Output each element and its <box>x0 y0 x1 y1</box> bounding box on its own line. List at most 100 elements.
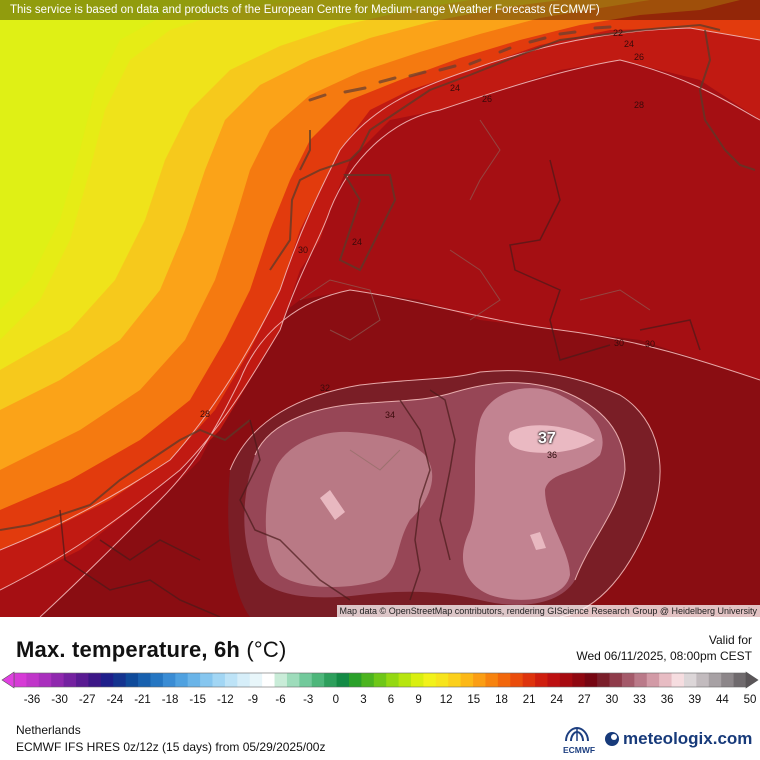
color-scale-cell <box>584 673 598 687</box>
color-scale-cell <box>336 673 350 687</box>
color-scale-cell <box>200 673 213 687</box>
color-scale-cell <box>423 673 437 687</box>
color-scale-cell <box>237 673 251 687</box>
meteologix-logo[interactable]: meteologix.com <box>604 729 752 749</box>
color-scale-tick-label: -18 <box>161 694 179 706</box>
map-attribution[interactable]: Map data © OpenStreetMap contributors, r… <box>336 605 760 617</box>
meteologix-icon <box>605 732 619 746</box>
color-scale-cell <box>621 673 635 687</box>
contour-label: 32 <box>320 383 331 393</box>
contour-label: 30 <box>645 339 656 349</box>
color-scale-cell <box>286 673 300 687</box>
color-scale-cell <box>460 673 474 687</box>
color-scale-cell <box>138 673 151 687</box>
color-scale-cell <box>249 673 263 687</box>
coastline <box>0 23 756 531</box>
legend-panel: Max. temperature, 6h (°C) Valid for Wed … <box>0 617 760 760</box>
temp-spot-south <box>530 532 546 550</box>
color-scale-cell <box>473 673 486 687</box>
contour-label: 28 <box>634 100 645 110</box>
color-scale-cell <box>435 673 449 687</box>
temp-band-36-west <box>265 431 433 587</box>
color-scale-cell <box>299 673 313 687</box>
country-borders <box>59 159 701 617</box>
color-scale-cell <box>150 673 164 687</box>
color-scale-tick-label: 18 <box>495 694 508 706</box>
color-scale-cell <box>311 673 325 687</box>
contour-label: 24 <box>352 237 363 247</box>
color-scale-tick-label: -21 <box>134 694 151 706</box>
region-borders <box>299 119 651 471</box>
color-scale-cell <box>683 673 697 687</box>
color-scale-cell <box>386 673 400 687</box>
color-scale-cell <box>522 673 536 687</box>
wadden-islands <box>308 25 612 102</box>
color-scale-cell <box>708 673 722 687</box>
color-scale-cell <box>411 673 424 687</box>
color-scale-cell <box>100 673 114 687</box>
color-scale-cell <box>125 673 139 687</box>
color-scale-tick-label: 30 <box>605 694 619 706</box>
color-scale-cell <box>224 673 238 687</box>
meteologix-text: meteologix.com <box>623 729 753 748</box>
temp-band-37 <box>508 425 595 453</box>
color-scale-cell <box>26 673 40 687</box>
color-scale-cell <box>646 673 660 687</box>
color-scale-cell <box>721 673 734 687</box>
color-scale-cell <box>609 673 623 687</box>
color-scale-cell <box>634 673 648 687</box>
contour-label: 30 <box>298 245 309 255</box>
peak-temperature-marker: 37 <box>538 430 556 447</box>
color-scale-tick-label: 27 <box>577 694 591 706</box>
ecmwf-logo-icon <box>565 726 589 742</box>
title-unit: (°C) <box>246 637 287 662</box>
color-scale-tick-label: -15 <box>189 694 206 706</box>
valid-for-label: Valid for <box>708 633 752 647</box>
color-scale-tick-label: -27 <box>78 694 96 706</box>
color-scale-cell <box>348 673 362 687</box>
color-scale-tick-label: 24 <box>550 694 564 706</box>
temp-band-14 <box>0 0 230 310</box>
color-scale-ticks: -36 -30 -27 -24 -21 -18 -15 -12 -9 -6 -3 0 3 6 9 12 15 18… <box>0 694 760 710</box>
temperature-map[interactable]: 22 24 26 24 26 28 24 30 30 32 28 34 36 3… <box>0 0 760 617</box>
contour-label: 24 <box>624 39 635 49</box>
color-scale-cell <box>448 673 462 687</box>
color-scale-cell <box>398 673 412 687</box>
color-scale-cell <box>324 673 337 687</box>
color-scale-cell <box>510 673 524 687</box>
color-scale-tick-label: -36 <box>23 694 41 706</box>
color-scale-cells <box>13 672 747 688</box>
contour-label: 22 <box>613 28 624 38</box>
temp-spot-west <box>320 490 345 520</box>
color-scale-tick-label: 9 <box>415 694 422 706</box>
color-scale-cell <box>547 673 561 687</box>
contour-label: 28 <box>200 409 211 419</box>
color-scale-cell <box>51 673 65 687</box>
color-scale-tick-label: -3 <box>303 694 314 706</box>
color-scale-tick-label: 0 <box>332 694 339 706</box>
color-scale-cell <box>361 673 375 687</box>
color-scale-cell <box>597 673 610 687</box>
temp-band-16 <box>0 0 470 370</box>
color-scale-cell <box>162 673 176 687</box>
color-scale-tick-label: 39 <box>688 694 702 706</box>
chart-title: Max. temperature, 6h (°C) <box>16 637 287 663</box>
isotherm-lines <box>0 27 760 617</box>
color-scale-tick-label: -9 <box>247 694 259 706</box>
color-scale-bar <box>1 671 759 689</box>
color-scale-cell <box>113 673 127 687</box>
color-scale-tick-label: 21 <box>522 694 536 706</box>
title-text: Max. temperature, 6h <box>16 637 241 662</box>
color-scale-cell <box>559 673 573 687</box>
color-scale-tick-label: 15 <box>467 694 481 706</box>
contour-label: 34 <box>385 410 396 420</box>
color-scale-tick-label: 44 <box>715 694 729 706</box>
color-scale-cell <box>497 673 511 687</box>
color-scale-cell <box>659 673 672 687</box>
scale-right-arrow <box>745 671 759 689</box>
color-scale-cell <box>696 673 710 687</box>
color-scale-cell <box>14 673 27 687</box>
color-scale-cell <box>485 673 499 687</box>
color-scale-cell <box>76 673 89 687</box>
contour-label: 36 <box>547 450 558 460</box>
